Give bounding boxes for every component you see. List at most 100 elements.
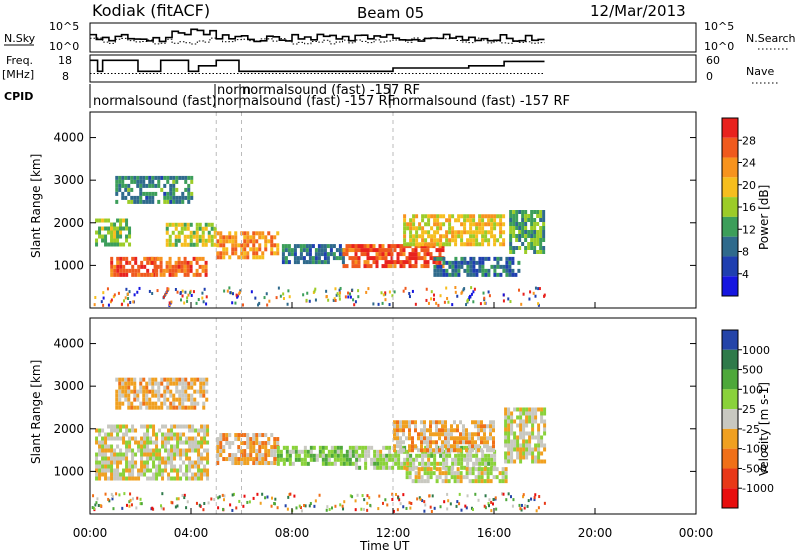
- heatmap-cell: [348, 453, 352, 458]
- heatmap-cell: [442, 256, 446, 261]
- heatmap-cell: [427, 242, 431, 247]
- heatmap-cell: [142, 385, 146, 390]
- heatmap-cell: [142, 393, 146, 398]
- heatmap-cell: [477, 471, 481, 476]
- heatmap-cell: [477, 420, 480, 425]
- heatmap-cell: [416, 497, 419, 501]
- heatmap-cell: [463, 242, 467, 247]
- heatmap-cell: [177, 260, 181, 265]
- heatmap-cell: [460, 214, 464, 219]
- heatmap-cell: [203, 468, 207, 473]
- heatmap-cell: [101, 238, 105, 243]
- heatmap-cell: [459, 432, 462, 437]
- heatmap-cell: [403, 461, 407, 466]
- heatmap-cell: [219, 449, 223, 454]
- heatmap-cell: [237, 433, 241, 438]
- heatmap-cell: [433, 218, 437, 223]
- heatmap-cell: [453, 475, 457, 480]
- heatmap-cell: [420, 264, 424, 269]
- heatmap-cell: [493, 461, 497, 466]
- heatmap-cell: [356, 493, 359, 497]
- heatmap-cell: [256, 492, 259, 496]
- heatmap-cell: [125, 460, 129, 465]
- heatmap-cell: [463, 287, 466, 291]
- heatmap-cell: [406, 453, 410, 458]
- heatmap-cell: [327, 453, 331, 458]
- heatmap-cell: [483, 471, 487, 476]
- heatmap-cell: [219, 235, 223, 240]
- heatmap-cell: [199, 389, 203, 394]
- heatmap-cell: [451, 260, 455, 265]
- heatmap-cell: [338, 248, 342, 253]
- heatmap-cell: [439, 214, 443, 219]
- heatmap-cell: [515, 210, 519, 214]
- heatmap-cell: [213, 226, 217, 231]
- heatmap-cell: [274, 497, 277, 501]
- heatmap-cell: [163, 385, 167, 390]
- heatmap-cell: [288, 295, 291, 299]
- heatmap-cell: [246, 239, 250, 244]
- heatmap-cell: [324, 461, 328, 466]
- heatmap-cell: [116, 230, 120, 235]
- heatmap-cell: [507, 419, 511, 424]
- heatmap-cell: [494, 496, 497, 500]
- heatmap-cell: [174, 226, 178, 231]
- y-tick-label: 4000: [53, 131, 84, 145]
- heatmap-cell: [516, 447, 520, 452]
- heatmap-cell: [196, 401, 200, 406]
- heatmap-cell: [128, 448, 132, 453]
- heatmap-cell: [314, 260, 318, 265]
- heatmap-cell: [348, 461, 352, 466]
- heatmap-cell: [504, 427, 508, 432]
- heatmap-cell: [471, 420, 474, 425]
- heatmap-cell: [447, 471, 451, 476]
- heatmap-cell: [137, 440, 141, 445]
- heatmap-cell: [481, 256, 485, 261]
- heatmap-cell: [98, 218, 102, 223]
- heatmap-cell: [152, 452, 156, 457]
- heatmap-cell: [264, 449, 268, 454]
- heatmap-cell: [139, 199, 143, 204]
- heatmap-cell: [335, 293, 338, 297]
- heatmap-cell: [533, 498, 536, 502]
- heatmap-cell: [130, 199, 134, 204]
- heatmap-cell: [255, 441, 259, 446]
- heatmap-cell: [167, 287, 170, 291]
- heatmap-cell: [140, 452, 144, 457]
- heatmap-cell: [172, 405, 176, 410]
- heatmap-cell: [194, 440, 198, 445]
- heatmap-cell: [104, 444, 108, 449]
- heatmap-cell: [493, 242, 497, 247]
- heatmap-cell: [146, 424, 150, 429]
- heatmap-cell: [225, 433, 229, 438]
- heatmap-cell: [113, 424, 117, 429]
- heatmap-cell: [189, 238, 193, 243]
- heatmap-cell: [448, 453, 452, 458]
- heatmap-cell: [424, 230, 428, 235]
- heatmap-cell: [490, 222, 494, 227]
- heatmap-cell: [460, 445, 464, 450]
- heatmap-cell: [373, 457, 377, 462]
- heatmap-cell: [512, 210, 516, 214]
- heatmap-cell: [507, 443, 511, 448]
- heatmap-cell: [288, 449, 292, 454]
- heatmap-cell: [229, 503, 232, 507]
- heatmap-cell: [124, 377, 128, 382]
- heatmap-cell: [137, 264, 141, 269]
- heatmap-cell: [477, 424, 480, 429]
- heatmap-cell: [306, 453, 310, 458]
- heatmap-cell: [197, 472, 201, 477]
- x-tick-label: 00:00: [73, 526, 108, 540]
- heatmap-cell: [444, 444, 447, 449]
- heatmap-cell: [133, 175, 137, 180]
- heatmap-cell: [168, 256, 172, 261]
- heatmap-cell: [469, 449, 473, 454]
- heatmap-cell: [288, 453, 292, 458]
- heatmap-cell: [533, 242, 537, 246]
- heatmap-cell: [489, 436, 492, 441]
- heatmap-cell: [158, 472, 162, 477]
- heatmap-cell: [128, 268, 132, 273]
- heatmap-cell: [537, 431, 541, 436]
- heatmap-cell: [441, 479, 445, 484]
